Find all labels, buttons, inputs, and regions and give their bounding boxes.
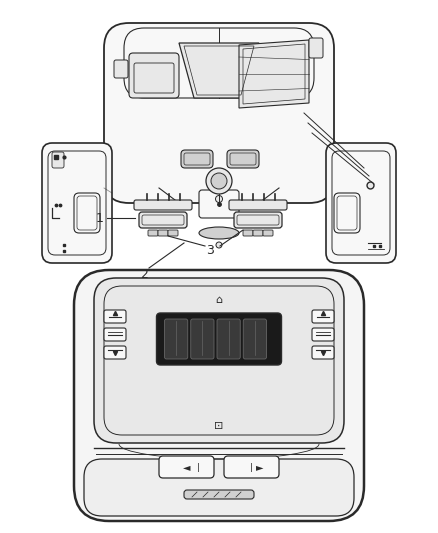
FancyBboxPatch shape	[104, 23, 334, 203]
FancyBboxPatch shape	[114, 60, 128, 78]
FancyBboxPatch shape	[104, 346, 126, 359]
Circle shape	[206, 168, 232, 194]
FancyBboxPatch shape	[199, 190, 239, 218]
FancyBboxPatch shape	[253, 230, 263, 236]
Circle shape	[211, 173, 227, 189]
FancyBboxPatch shape	[148, 230, 158, 236]
FancyBboxPatch shape	[74, 193, 100, 233]
Text: ⊡: ⊡	[214, 421, 224, 431]
Text: ►: ►	[256, 462, 263, 472]
FancyBboxPatch shape	[263, 230, 273, 236]
FancyBboxPatch shape	[129, 53, 179, 98]
FancyBboxPatch shape	[181, 150, 213, 168]
FancyBboxPatch shape	[168, 230, 178, 236]
FancyBboxPatch shape	[191, 319, 214, 359]
FancyBboxPatch shape	[234, 212, 282, 228]
FancyBboxPatch shape	[243, 319, 266, 359]
FancyBboxPatch shape	[104, 310, 126, 323]
FancyBboxPatch shape	[184, 490, 254, 499]
Text: ◄: ◄	[183, 462, 190, 472]
FancyBboxPatch shape	[309, 38, 323, 58]
FancyBboxPatch shape	[165, 319, 188, 359]
FancyBboxPatch shape	[74, 270, 364, 521]
FancyBboxPatch shape	[312, 310, 334, 323]
Circle shape	[216, 242, 222, 248]
Text: ⌂: ⌂	[215, 295, 223, 305]
FancyBboxPatch shape	[312, 346, 334, 359]
FancyBboxPatch shape	[94, 278, 344, 443]
FancyBboxPatch shape	[158, 230, 168, 236]
FancyBboxPatch shape	[139, 212, 187, 228]
Polygon shape	[239, 40, 309, 108]
Ellipse shape	[199, 227, 239, 239]
Circle shape	[215, 196, 223, 203]
FancyBboxPatch shape	[134, 200, 192, 210]
Text: |: |	[250, 463, 253, 472]
FancyBboxPatch shape	[227, 150, 259, 168]
FancyBboxPatch shape	[334, 193, 360, 233]
FancyBboxPatch shape	[217, 319, 240, 359]
FancyBboxPatch shape	[229, 200, 287, 210]
Text: 3: 3	[206, 244, 214, 256]
Polygon shape	[179, 43, 259, 98]
Text: 1: 1	[96, 212, 104, 224]
FancyBboxPatch shape	[312, 328, 334, 341]
FancyBboxPatch shape	[159, 456, 214, 478]
FancyBboxPatch shape	[104, 328, 126, 341]
FancyBboxPatch shape	[84, 459, 354, 516]
FancyBboxPatch shape	[224, 456, 279, 478]
FancyBboxPatch shape	[243, 230, 253, 236]
FancyBboxPatch shape	[156, 313, 282, 365]
FancyBboxPatch shape	[42, 143, 112, 263]
Text: |: |	[197, 463, 200, 472]
Text: 2: 2	[140, 268, 148, 280]
FancyBboxPatch shape	[52, 152, 64, 168]
FancyBboxPatch shape	[326, 143, 396, 263]
